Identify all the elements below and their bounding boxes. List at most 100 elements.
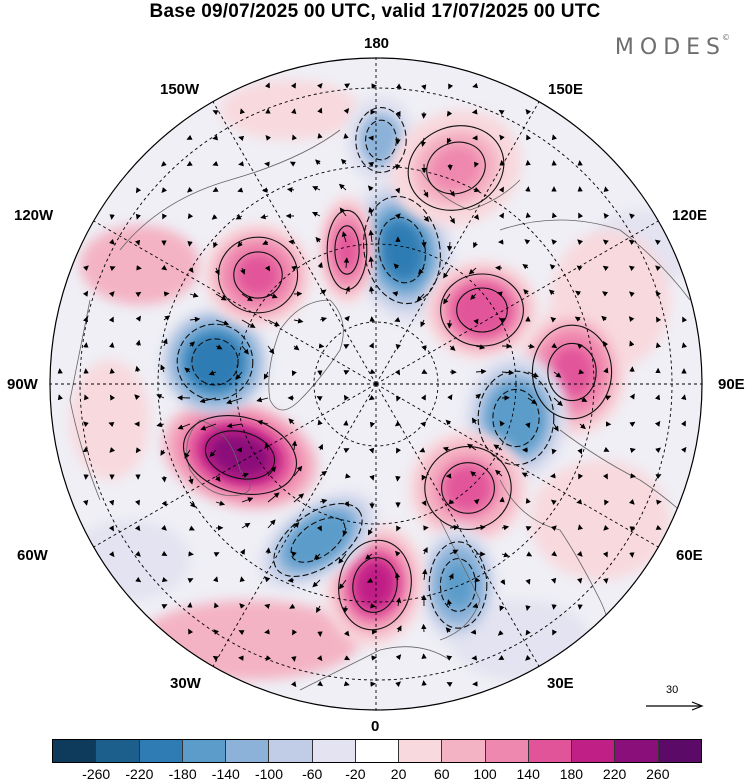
wind-arrow: [368, 206, 374, 217]
wind-arrow: [161, 577, 168, 583]
wind-arrow: [525, 605, 531, 611]
wind-arrow: [290, 551, 297, 557]
colorbar-tick-label: -100: [254, 766, 284, 782]
wind-arrow: [108, 316, 114, 323]
wind-arrow: [396, 525, 402, 532]
wind-arrow: [343, 107, 350, 114]
wind-arrow: [525, 497, 531, 504]
wind-arrow: [548, 289, 555, 296]
wind-arrow: [448, 499, 455, 505]
wind-arrow: [603, 212, 610, 219]
wind-arrow: [199, 397, 217, 404]
wind-arrow: [575, 290, 582, 296]
wind-arrow: [316, 605, 322, 613]
wind-arrow: [445, 419, 452, 426]
wind-arrow: [577, 343, 583, 350]
wind-arrow: [212, 135, 219, 141]
coastline: [119, 129, 341, 251]
wind-arrow: [473, 187, 480, 193]
wind-arrow: [423, 525, 429, 531]
wind-arrow: [135, 576, 142, 583]
wind-arrow: [394, 572, 401, 581]
colorbar: [53, 740, 701, 762]
coastline: [299, 646, 451, 691]
wind-arrow: [449, 215, 455, 224]
wind-arrow: [420, 137, 426, 147]
wind-arrow: [416, 293, 425, 302]
wind-arrow: [393, 263, 400, 270]
wind-arrow: [656, 499, 662, 505]
contour-line: [428, 541, 488, 629]
wind-arrow: [343, 630, 350, 637]
wind-arrow: [311, 211, 321, 217]
wind-arrow: [365, 553, 373, 560]
wind-arrow: [214, 267, 220, 276]
wind-arrow: [241, 497, 254, 503]
meridian-line: [375, 383, 542, 671]
wind-arrow: [473, 241, 478, 249]
wind-arrow: [525, 629, 531, 636]
wind-arrow: [549, 264, 556, 270]
wind-arrow: [262, 239, 269, 245]
wind-arrow: [395, 597, 402, 607]
wind-arrow: [603, 367, 609, 374]
wind-arrow: [263, 371, 269, 380]
wind-arrow: [188, 525, 195, 531]
wind-arrow: [257, 419, 269, 426]
wind-arrow: [655, 447, 661, 454]
wind-arrow: [264, 442, 270, 451]
wind-arrow: [264, 576, 271, 583]
anomaly-level: [442, 561, 474, 609]
wind-arrow: [680, 420, 686, 427]
wind-arrow: [135, 315, 142, 322]
wind-arrow: [495, 469, 503, 477]
wind-arrow: [420, 394, 426, 401]
coastline: [186, 419, 251, 497]
anomaly-level: [236, 254, 280, 296]
wind-arrow: [161, 604, 168, 610]
anomaly-pos-europe-e: [408, 431, 528, 545]
wind-arrow: [316, 655, 323, 662]
wind-arrow: [551, 525, 557, 532]
wind-arrow: [394, 550, 401, 557]
wind-arrow: [319, 316, 327, 323]
wind-arrow: [215, 344, 223, 350]
wind-arrow: [289, 603, 296, 609]
wind-arrow: [525, 109, 532, 115]
wind-arrow: [367, 577, 374, 583]
contour-line: [426, 141, 486, 195]
wind-arrow: [188, 628, 194, 635]
wind-arrow: [316, 396, 323, 402]
wind-arrow: [82, 446, 89, 453]
meridian-line: [89, 218, 377, 385]
wind-arrow: [525, 526, 532, 532]
wind-arrow: [499, 318, 506, 324]
anomaly-level: [208, 433, 272, 477]
brand-mark: ©: [722, 33, 730, 42]
wind-arrow: [344, 655, 351, 661]
wind-arrow: [553, 371, 562, 378]
wind-arrow: [286, 187, 295, 193]
colorbar-swatch: [53, 740, 97, 762]
colorbar-tick-label: 260: [646, 766, 670, 782]
wind-arrow: [213, 241, 219, 249]
wind-arrow: [368, 286, 375, 295]
wind-arrow: [447, 319, 453, 329]
wind-arrow: [367, 185, 374, 192]
colorbar-swatch: [312, 740, 356, 762]
wind-arrow: [551, 342, 558, 349]
wind-arrow: [395, 654, 402, 661]
wind-arrow: [501, 524, 510, 531]
wind-arrow: [551, 212, 558, 219]
wind-arrow: [338, 553, 347, 564]
anomaly-neg-canada: [163, 310, 267, 414]
wind-arrow: [237, 187, 244, 193]
wind-arrow: [525, 422, 531, 429]
wind-arrow: [57, 394, 64, 401]
wind-arrow: [654, 239, 661, 246]
wind-arrow: [238, 135, 245, 141]
wind-arrow: [239, 108, 246, 115]
wind-arrow: [313, 553, 321, 560]
wind-arrow: [161, 161, 167, 167]
wind-arrow: [448, 573, 454, 581]
